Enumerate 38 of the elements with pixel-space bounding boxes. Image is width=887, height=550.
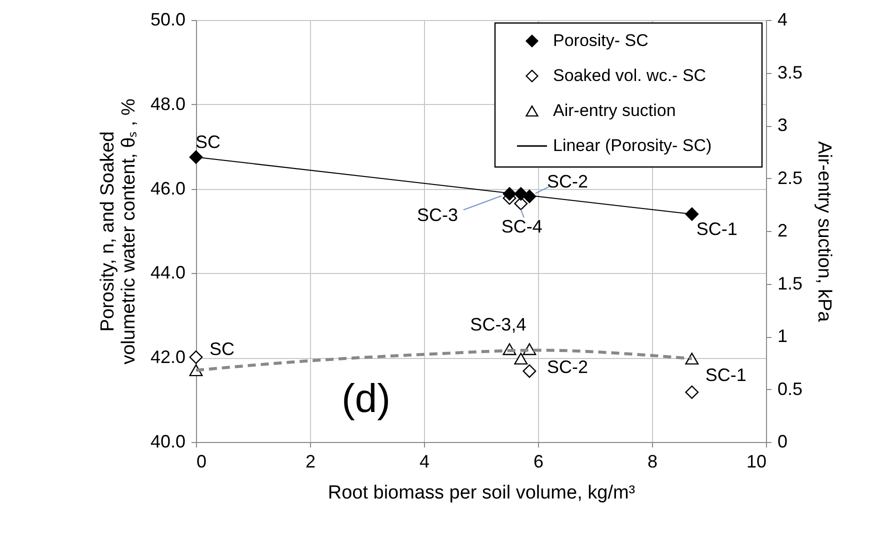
y2-tick-label: 1: [778, 326, 788, 346]
y-tick-label: 40.0: [150, 432, 186, 452]
annotation: SC-4: [501, 216, 542, 237]
x-axis-title: Root biomass per soil volume, kg/m³: [328, 482, 636, 504]
y2-tick-label: 2: [778, 220, 788, 240]
y2-tick-label: 4: [778, 10, 788, 30]
y2-tick-label: 1.5: [778, 273, 803, 294]
y-tick-label: 44.0: [150, 262, 186, 283]
x-tick-label: 8: [647, 452, 658, 472]
y-tick-label: 46.0: [150, 178, 186, 198]
y-axis-title: Porosity, n, and Soaked volumetric water content, θₛ , %: [97, 98, 140, 364]
legend-label: Linear (Porosity- SC): [553, 136, 712, 155]
x-tick-label: 0: [196, 452, 207, 472]
y-tick-label: 50.0: [150, 10, 186, 30]
annotation: SC-2: [546, 171, 588, 192]
annotation: SC: [209, 339, 235, 360]
x-tick-label: 4: [419, 452, 430, 472]
y2-tick-label: 0.5: [778, 378, 803, 399]
y2-tick-label: 2.5: [778, 168, 803, 188]
y2-axis-title: Air-entry suction, kPa: [814, 141, 835, 322]
y-tick-label: 42.0: [150, 347, 186, 368]
x-tick-label: 6: [533, 452, 544, 472]
annotation: SC: [195, 132, 221, 152]
x-tick-label: 10: [746, 452, 766, 472]
legend-label: Porosity- SC: [553, 31, 648, 50]
annotation: SC-3: [416, 204, 458, 225]
x-tick-label: 2: [305, 452, 316, 472]
y2-tick-label: 3: [778, 115, 788, 135]
annotation: SC-3,4: [470, 314, 526, 335]
annotation: SC-1: [696, 219, 738, 240]
annotation: SC-1: [705, 365, 746, 386]
legend-label: Soaked vol. wc.- SC: [553, 66, 706, 85]
y2-tick-label: 0: [778, 432, 788, 452]
y-tick-label: 48.0: [150, 94, 186, 114]
legend-label: Air-entry suction: [553, 101, 676, 120]
y2-tick-label: 3.5: [778, 62, 803, 82]
annotation: SC-2: [546, 357, 588, 378]
annotation: (d): [342, 377, 390, 421]
